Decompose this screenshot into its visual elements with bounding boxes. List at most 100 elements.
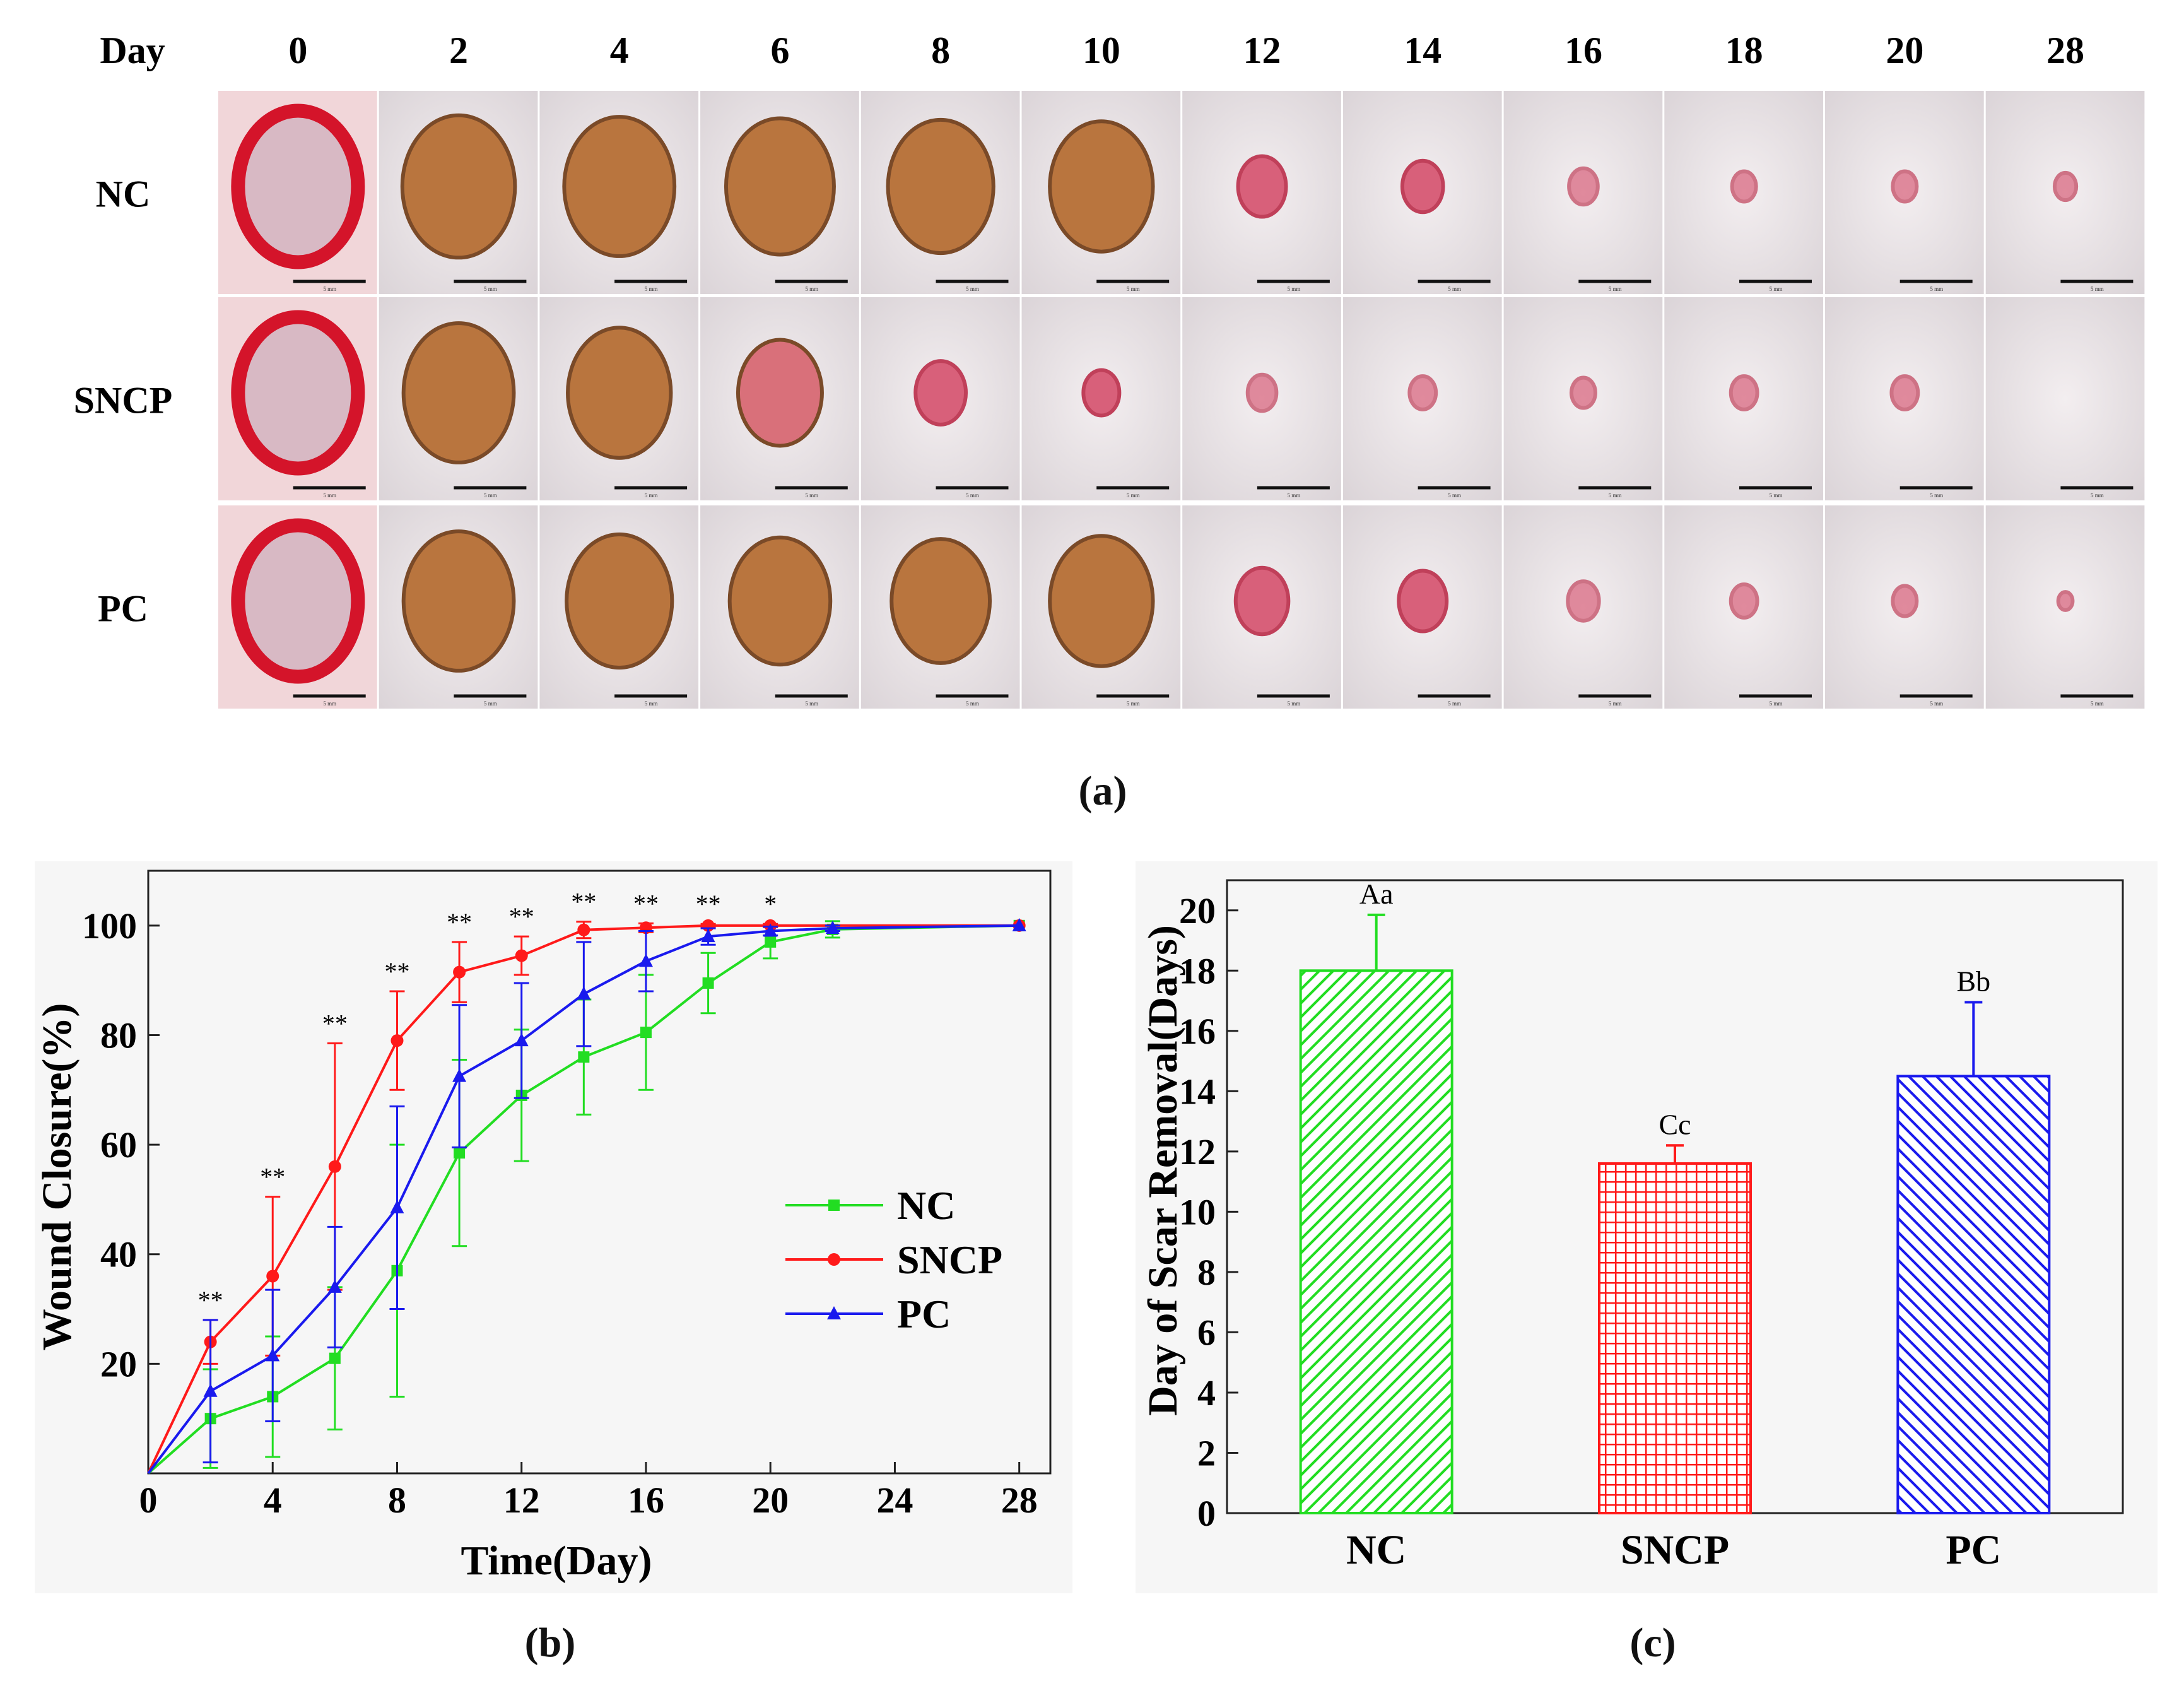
group-label: SNCP [74, 380, 173, 422]
wound [1081, 368, 1122, 418]
photo-cell: 5 mm [379, 505, 538, 709]
wound [401, 321, 516, 464]
photo-cell: 5 mm [1182, 297, 1341, 500]
day-label: 14 [1404, 30, 1441, 71]
b-significance: ** [198, 1286, 223, 1314]
photo-cell: 5 mm [1985, 91, 2145, 294]
b-plot-frame [147, 870, 1052, 1475]
panel-b-background [35, 861, 1072, 1593]
c-ytick-label: 8 [1197, 1252, 1216, 1293]
photo-cell: 5 mm [218, 91, 377, 294]
b-legend-label: NC [897, 1183, 955, 1228]
b-legend-label: PC [897, 1292, 951, 1336]
scale-bar-label: 5 mm [1770, 492, 1783, 498]
c-xtick-label: NC [1346, 1527, 1406, 1573]
photo-cell: 5 mm [1342, 297, 1502, 500]
c-ytick-label: 6 [1197, 1312, 1216, 1353]
b-series [147, 917, 1026, 1475]
b-series-line [147, 924, 1019, 1474]
b-point [577, 986, 591, 1000]
photo-cell: 5 mm [1664, 91, 1823, 294]
b-significance: ** [509, 902, 534, 931]
scale-bar-label: 5 mm [645, 492, 658, 498]
b-point [638, 953, 653, 967]
scale-bar-label: 5 mm [323, 700, 336, 707]
b-legend: NC SNCP PC [785, 1183, 1002, 1336]
b-xtick-label: 4 [264, 1480, 282, 1521]
c-ytick-label: 0 [1197, 1493, 1216, 1534]
c-ylabel: Day of Scar Removal(Days) [1140, 925, 1186, 1416]
b-point [825, 921, 840, 934]
day-label: 2 [449, 30, 468, 71]
scale-bar-label: 5 mm [1127, 700, 1140, 707]
c-xtick-label: PC [1946, 1527, 2001, 1573]
b-series-pc [147, 917, 1026, 1475]
wound [1889, 374, 1920, 411]
scale-bar-label: 5 mm [966, 492, 979, 498]
scale-bar-label: 5 mm [645, 286, 658, 292]
b-xlabel: Time(Day) [461, 1538, 652, 1584]
wound [231, 310, 365, 476]
scale-bar-label: 5 mm [1930, 286, 1943, 292]
caption-b: (b) [525, 1620, 576, 1666]
photo-cell: 5 mm [379, 91, 538, 294]
scale-bar-label: 5 mm [1930, 492, 1943, 498]
photo-cell: 5 mm [860, 91, 1020, 294]
photo-cell: 5 mm [1664, 297, 1823, 500]
photo-cell: 5 mm [700, 505, 859, 709]
b-ylabel: Wound Closure(%) [34, 1003, 80, 1351]
scale-bar-label: 5 mm [966, 286, 979, 292]
scale-bar-label: 5 mm [1448, 286, 1461, 292]
wound [1729, 374, 1759, 411]
b-ytick-label: 80 [100, 1015, 137, 1056]
b-point [1012, 917, 1026, 931]
scale-bar-label: 5 mm [1127, 286, 1140, 292]
wound [727, 535, 833, 667]
caption-a: (a) [1079, 768, 1127, 814]
photo-background [1985, 297, 2145, 500]
photo-cell: 5 mm [379, 297, 538, 500]
b-point [454, 1147, 466, 1159]
wound [400, 113, 517, 260]
c-bar-sncp: Cc [1598, 1108, 1752, 1514]
scale-bar-label: 5 mm [1448, 492, 1461, 498]
wound [231, 103, 365, 269]
scale-bar-label: 5 mm [484, 286, 497, 292]
b-ytick-label: 60 [100, 1124, 137, 1165]
c-bars: Aa Cc Bb [1299, 878, 2051, 1515]
b-point [577, 923, 590, 936]
scale-bar-label: 5 mm [323, 286, 336, 292]
day-label: 20 [1886, 30, 1923, 71]
day-label: 28 [2046, 30, 2084, 71]
day-label: 4 [610, 30, 629, 71]
c-bar-letter: Cc [1659, 1108, 1691, 1140]
photo-cell: 5 mm [539, 297, 699, 500]
photo-cell: 5 mm [860, 297, 1020, 500]
day-header-label: Day [100, 30, 165, 71]
c-bar [1299, 969, 1453, 1515]
b-xtick-label: 0 [139, 1480, 158, 1521]
wound [1729, 582, 1759, 620]
b-ytick-label: 20 [100, 1343, 137, 1384]
wound [231, 518, 365, 684]
c-ytick-label: 16 [1179, 1011, 1216, 1052]
c-bar-pc: Bb [1896, 965, 2051, 1514]
b-significance: ** [633, 889, 659, 917]
group-label: NC [96, 174, 151, 215]
wound [1567, 166, 1600, 207]
c-bar-letter: Aa [1359, 878, 1394, 910]
panel-c-bar-chart: 0 2 4 6 8 10 12 14 16 18 20 NC SNCP PC Aa Cc Bb Day of … [1136, 861, 2158, 1593]
b-point [452, 1068, 467, 1082]
wound [1048, 534, 1155, 668]
scale-bar-label: 5 mm [1609, 700, 1622, 707]
day-label: 0 [288, 30, 307, 71]
b-significance: ** [571, 888, 596, 916]
photo-cell: 5 mm [1021, 297, 1181, 500]
scale-bar-label: 5 mm [2091, 700, 2104, 707]
b-ytick-label: 40 [100, 1234, 137, 1275]
scale-bar-label: 5 mm [966, 700, 979, 707]
scale-bar-label: 5 mm [1770, 700, 1783, 707]
photo-cell: 5 mm [1825, 297, 1984, 500]
